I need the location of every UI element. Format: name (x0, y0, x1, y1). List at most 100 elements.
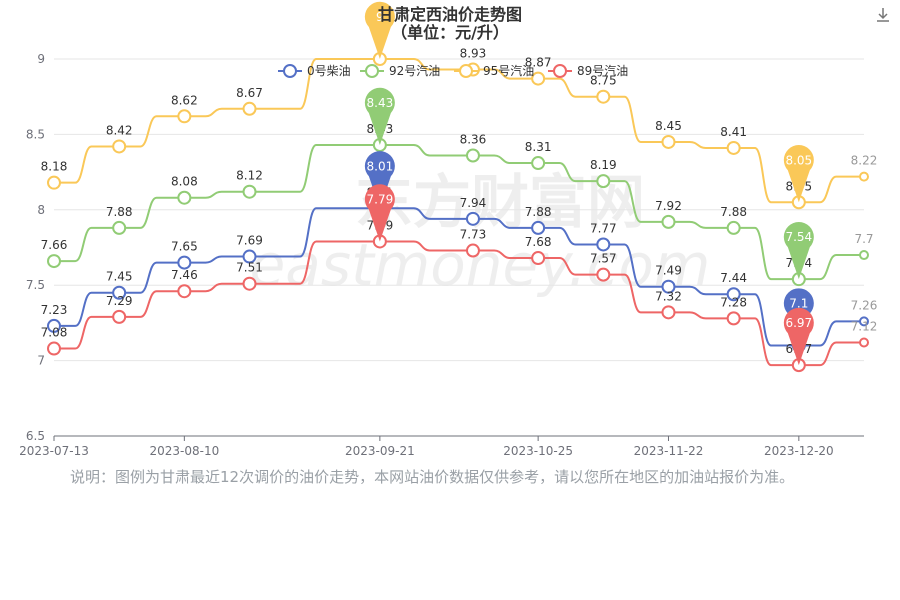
x-tick-label: 2023-11-22 (634, 444, 704, 458)
data-point (242, 276, 257, 291)
data-label: 7.57 (590, 252, 617, 266)
data-label: 7.08 (41, 326, 68, 340)
legend-marker (365, 64, 379, 78)
data-point (531, 220, 546, 235)
data-point (47, 254, 61, 269)
data-point (47, 175, 61, 190)
data-point (859, 337, 869, 348)
data-label: 7.44 (720, 271, 747, 285)
data-label: 7.46 (171, 268, 198, 282)
series-lines (47, 52, 869, 373)
series-line-3 (54, 240, 864, 367)
data-label: 7.32 (655, 289, 682, 303)
data-point (112, 285, 127, 300)
data-label: 7.88 (106, 205, 133, 219)
data-label: 8.12 (236, 169, 263, 183)
data-label: 8.18 (41, 160, 68, 174)
x-tick-label: 2023-12-20 (764, 444, 834, 458)
data-label: 8.75 (590, 74, 617, 88)
data-point (531, 71, 546, 86)
data-label: 7.73 (460, 228, 487, 242)
data-label: 7.51 (236, 261, 263, 275)
data-label: 8.22 (851, 154, 878, 168)
legend-label: 92号汽油 (389, 63, 440, 78)
data-point (242, 101, 257, 116)
data-label: 7.69 (236, 234, 263, 248)
legend-item[interactable]: 92号汽油 (360, 63, 440, 78)
legend[interactable]: 0号柴油 92号汽油 95号汽油 89号汽油 (278, 63, 628, 78)
mark-point-label: 7.54 (785, 230, 812, 244)
data-label: 7.88 (720, 205, 747, 219)
legend-item[interactable]: 89号汽油 (548, 63, 628, 78)
legend-item[interactable]: 0号柴油 (278, 64, 351, 78)
data-point (465, 243, 480, 258)
legend-item[interactable]: 95号汽油 (454, 63, 534, 78)
download-icon[interactable] (874, 6, 892, 24)
data-label: 7.12 (851, 320, 878, 334)
mark-point-pin (364, 87, 395, 145)
data-point (859, 250, 869, 261)
data-point (242, 249, 257, 264)
data-point (112, 139, 127, 154)
data-label: 7.45 (106, 270, 133, 284)
mark-point-label: 8.01 (367, 159, 394, 173)
y-tick-label: 8.5 (26, 127, 45, 141)
data-label: 8.67 (236, 86, 263, 100)
x-tick-label: 2023-07-13 (19, 444, 89, 458)
data-point (859, 316, 869, 327)
y-tick-label: 7.5 (26, 278, 45, 292)
data-point (661, 279, 676, 294)
data-point (47, 341, 61, 356)
x-tick-label: 2023-09-21 (345, 444, 415, 458)
series-line-0 (54, 207, 864, 347)
mark-point: 7.79 (364, 184, 395, 242)
data-point (47, 318, 61, 333)
data-label: 8.45 (655, 119, 682, 133)
x-tick-label: 2023-08-10 (149, 444, 219, 458)
data-label: 7.68 (525, 235, 552, 249)
data-label: 7.65 (171, 240, 198, 254)
data-point (465, 148, 480, 163)
data-label: 7.23 (41, 303, 68, 317)
mark-point-label: 9 (376, 10, 384, 24)
mark-point-label: 6.97 (785, 316, 812, 330)
data-point (661, 134, 676, 149)
mark-point-pin (783, 307, 814, 366)
data-label: 7.29 (106, 294, 133, 308)
data-point (661, 305, 676, 320)
mark-point-pin (783, 145, 814, 203)
value-labels: 7.23 7.45 7.65 7.69 8.01 7.94 7.88 7.77 7.49 7.44… (41, 36, 878, 356)
data-point (112, 309, 127, 324)
mark-point-label: 8.43 (367, 96, 394, 110)
y-tick-label: 6.5 (26, 429, 45, 443)
mark-point: 8.43 (364, 87, 395, 145)
data-point (596, 267, 611, 282)
data-point (661, 214, 676, 229)
legend-marker (459, 64, 473, 78)
data-label: 8.62 (171, 93, 198, 107)
mark-point-label: 7.79 (367, 192, 394, 206)
data-label: 7.26 (851, 298, 878, 312)
legend-label: 95号汽油 (483, 63, 534, 78)
data-point (726, 140, 741, 155)
data-point (177, 284, 192, 299)
y-tick-label: 9 (37, 52, 45, 66)
data-label: 8.08 (171, 175, 198, 189)
data-point (177, 109, 192, 124)
mark-points: 8.01 7.1 8.43 7.54 9 8.05 7.79 6.97 (364, 1, 814, 366)
data-point (596, 237, 611, 252)
x-tick-label: 2023-10-25 (503, 444, 573, 458)
mark-point-pin (364, 151, 395, 209)
data-label: 7.92 (655, 199, 682, 213)
legend-label: 0号柴油 (307, 64, 351, 78)
mark-point-pin (364, 1, 395, 59)
data-label: 8.36 (460, 133, 487, 147)
mark-point-pin (364, 184, 395, 242)
mark-point: 8.01 (364, 151, 395, 209)
mark-point: 9 (364, 1, 395, 59)
data-label: 8.93 (460, 47, 487, 61)
data-label: 8.87 (525, 56, 552, 70)
data-point (177, 190, 192, 205)
chart-title: 甘肃定西油价走势图 (378, 5, 522, 24)
